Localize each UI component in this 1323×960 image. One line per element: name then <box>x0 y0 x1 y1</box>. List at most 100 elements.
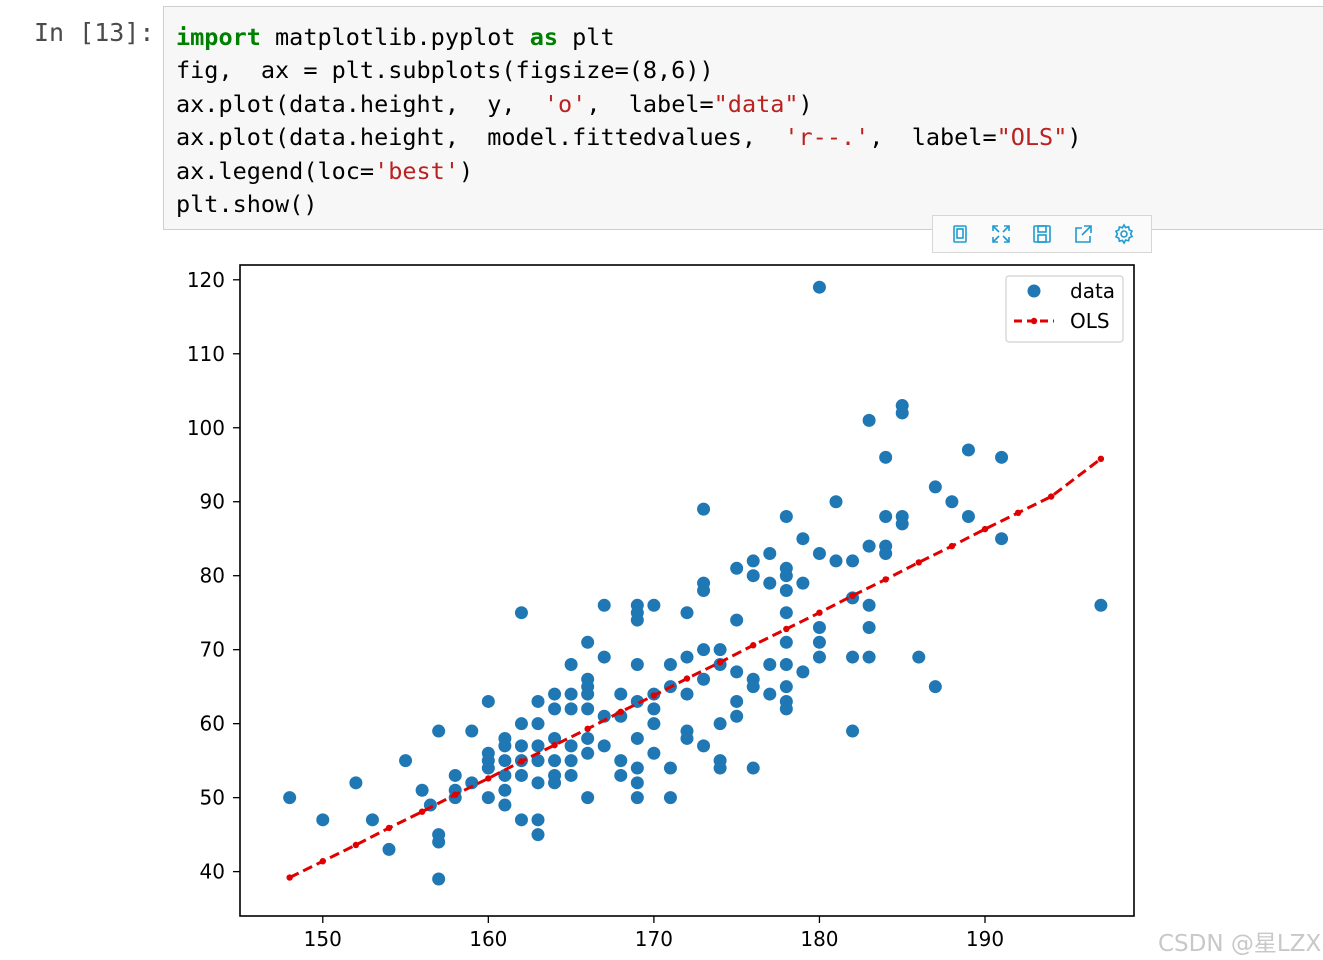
data-point <box>630 694 644 708</box>
data-point <box>697 739 711 753</box>
data-point <box>564 687 578 701</box>
y-tick-label: 100 <box>187 416 225 440</box>
data-point <box>581 791 595 805</box>
share-button[interactable] <box>1069 220 1097 248</box>
expand-button[interactable] <box>987 220 1015 248</box>
data-point <box>630 791 644 805</box>
data-point <box>498 783 512 797</box>
data-point <box>548 754 562 768</box>
x-tick-label: 180 <box>800 927 838 951</box>
data-point <box>481 694 495 708</box>
data-point <box>581 731 595 745</box>
ols-point <box>981 525 989 533</box>
data-point <box>663 791 677 805</box>
watermark: CSDN @星LZX <box>1158 931 1322 957</box>
data-point <box>365 813 379 827</box>
code-token: , label= <box>869 123 997 152</box>
data-point <box>961 443 975 457</box>
data-point <box>498 739 512 753</box>
code-token: matplotlib.pyplot <box>260 23 530 51</box>
x-tick-label: 160 <box>469 927 507 951</box>
ols-point <box>816 609 823 616</box>
data-point <box>316 813 330 827</box>
y-tick-label: 40 <box>200 860 225 884</box>
gear-icon <box>1115 223 1134 245</box>
data-point <box>730 561 744 575</box>
data-point <box>663 761 677 775</box>
data-point <box>514 768 528 782</box>
data-point <box>630 761 644 775</box>
code-token: "OLS" <box>996 123 1068 152</box>
data-point <box>829 495 843 509</box>
code-token: 'r--.' <box>784 123 870 152</box>
ols-point <box>783 625 790 633</box>
data-point <box>432 872 446 886</box>
code-token: 'o' <box>543 89 587 118</box>
data-point <box>630 657 644 671</box>
data-point <box>581 635 595 649</box>
settings-button[interactable] <box>1110 220 1138 248</box>
code-line: ax.plot(data.height, y, 'o', label="data… <box>176 88 1082 121</box>
cell-prompt: In [13]: <box>34 18 155 47</box>
y-tick-label: 90 <box>200 490 225 514</box>
data-point <box>680 687 694 701</box>
ols-point <box>418 808 426 815</box>
code-token: 'best' <box>374 156 459 185</box>
code-editor[interactable]: import matplotlib.pyplot as plt fig, ax =… <box>176 21 1082 221</box>
ols-point <box>1014 509 1022 517</box>
data-point <box>730 709 744 723</box>
data-point <box>879 547 893 561</box>
output-toolbar <box>932 215 1152 253</box>
data-point <box>630 613 644 627</box>
data-point <box>746 569 760 583</box>
code-token: plt.show() <box>176 189 318 218</box>
data-point <box>730 665 744 679</box>
data-point <box>995 450 1009 464</box>
code-cell[interactable]: import matplotlib.pyplot as plt fig, ax =… <box>163 6 1323 230</box>
data-point <box>514 739 528 753</box>
data-point <box>746 680 760 694</box>
data-point <box>846 724 860 738</box>
ols-point <box>1097 455 1105 463</box>
data-point <box>895 517 909 531</box>
code-token: fig, ax = plt.subplots(figsize=(8,6)) <box>176 56 714 85</box>
data-point <box>912 650 926 664</box>
data-point <box>548 702 562 716</box>
y-tick-label: 60 <box>200 712 225 736</box>
data-point <box>763 687 777 701</box>
data-point <box>597 650 611 664</box>
data-point <box>812 280 826 294</box>
data-point <box>713 643 727 657</box>
save-button[interactable] <box>1028 220 1056 248</box>
data-point <box>779 569 793 583</box>
code-token: import <box>176 23 261 51</box>
data-point <box>862 413 876 427</box>
code-token: ) <box>458 156 474 185</box>
data-point <box>680 650 694 664</box>
data-point <box>415 783 429 797</box>
data-point <box>432 724 446 738</box>
data-point <box>697 502 711 516</box>
code-line: ax.legend(loc='best') <box>176 155 1082 188</box>
data-point <box>730 613 744 627</box>
ols-point <box>915 559 922 566</box>
data-point <box>630 731 644 745</box>
data-point <box>862 650 876 664</box>
x-tick-label: 190 <box>966 927 1004 951</box>
ols-point <box>882 576 889 583</box>
data-point <box>548 731 562 745</box>
data-point <box>481 761 495 775</box>
data-point <box>812 547 826 561</box>
data-point <box>597 739 611 753</box>
data-point <box>614 768 628 782</box>
data-point <box>531 754 545 768</box>
expand-icon <box>991 225 1010 243</box>
data-point <box>498 798 512 812</box>
ols-point <box>286 874 293 881</box>
data-point <box>730 694 744 708</box>
data-point <box>1094 598 1108 612</box>
data-point <box>564 754 578 768</box>
bookmark-button[interactable] <box>946 220 974 248</box>
data-point <box>581 702 595 716</box>
data-point <box>945 495 959 509</box>
